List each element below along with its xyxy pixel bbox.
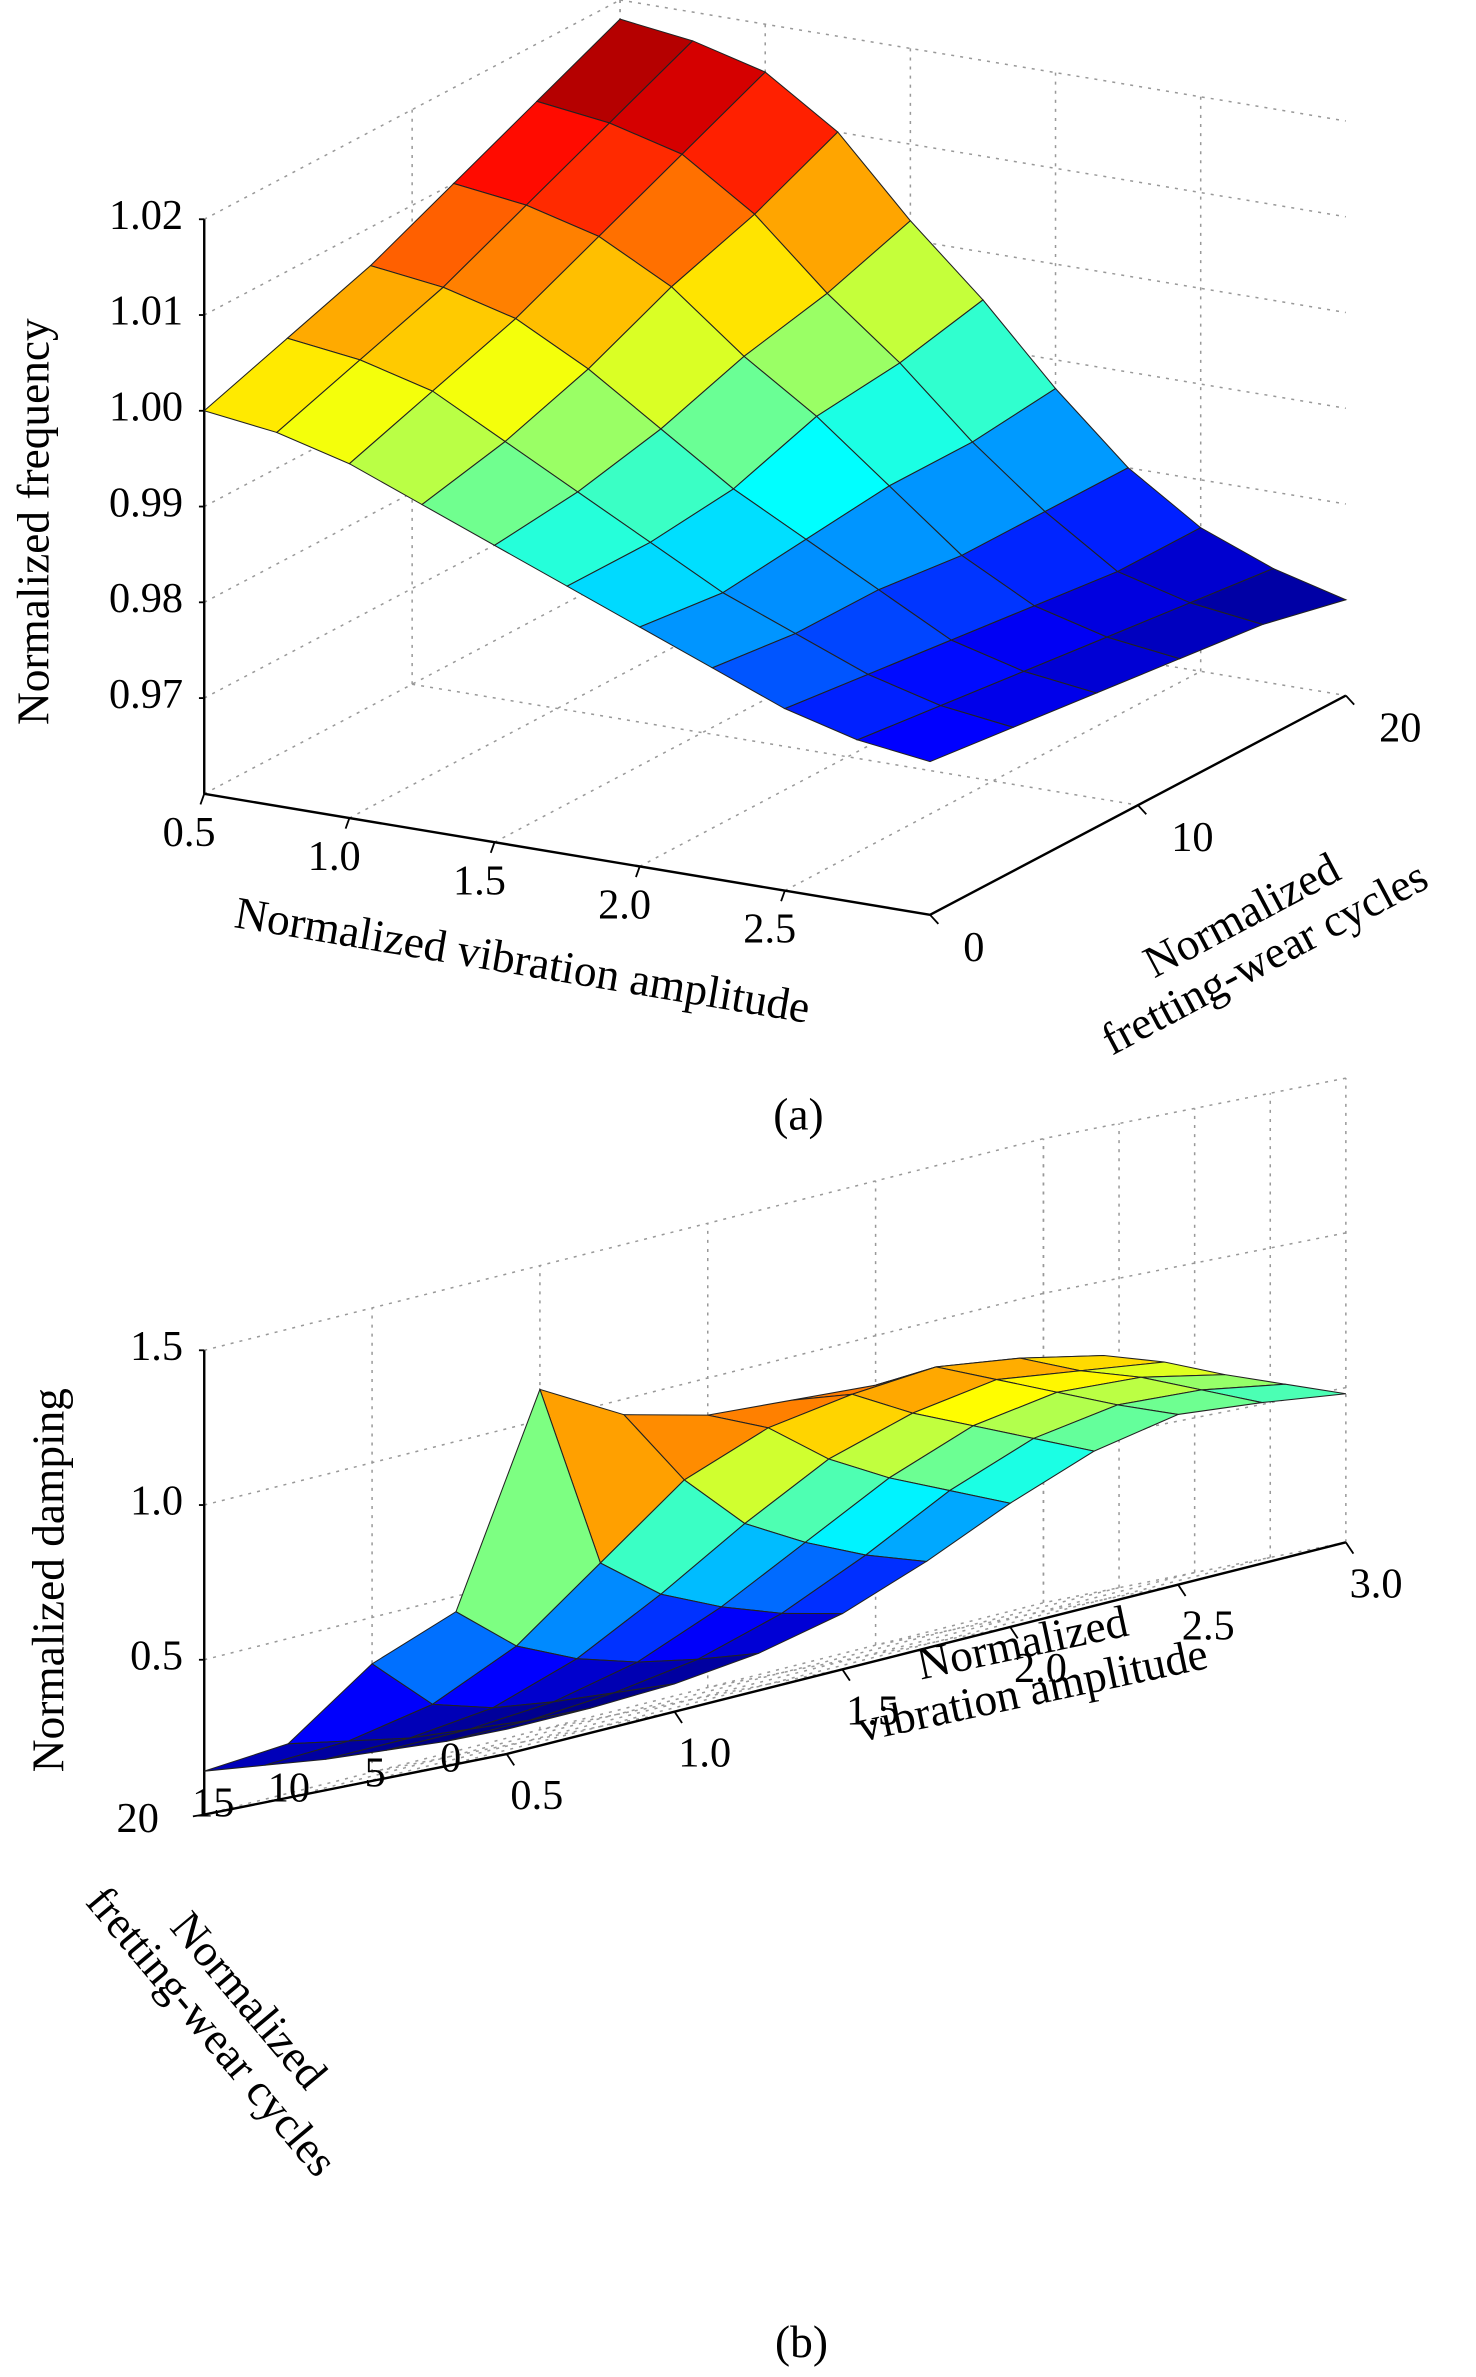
grid-line — [204, 1137, 1044, 1352]
x-tick — [489, 841, 496, 854]
x-tick — [673, 1711, 683, 1724]
surface-cell — [855, 705, 1015, 763]
y-tick — [1137, 804, 1147, 815]
y-tick — [495, 1753, 507, 1757]
x-tick-label: 0.5 — [163, 809, 216, 856]
y-tick — [268, 1798, 280, 1803]
zlabel-label: Normalized frequency — [8, 318, 58, 725]
surface-cell — [446, 1707, 591, 1742]
grid-line — [1043, 1541, 1347, 1604]
y-tick-label: 10 — [268, 1765, 310, 1812]
zlabel-label: Normalized damping — [23, 1388, 73, 1772]
caption: (b) — [775, 2317, 828, 2367]
grid-line — [371, 1710, 675, 1773]
z-tick-label: 1.00 — [109, 384, 183, 431]
y-tick-label: 20 — [1379, 705, 1421, 752]
y-tick-label: 5 — [365, 1749, 386, 1796]
y-tick-label: 20 — [117, 1795, 159, 1842]
z-tick-label: 0.98 — [109, 575, 183, 622]
y-tick — [343, 1783, 356, 1788]
z-tick-label: 0.97 — [109, 671, 183, 718]
y-tick-label: 0 — [440, 1734, 461, 1781]
x-tick — [1009, 1626, 1019, 1639]
x-tick-label: 0.5 — [510, 1772, 563, 1819]
x-tick — [635, 866, 641, 878]
x-tick-label: 1.5 — [846, 1687, 899, 1734]
y-tick-label: 15 — [192, 1780, 234, 1827]
x-tick — [780, 890, 786, 902]
x-tick — [344, 817, 351, 829]
grid-line — [203, 573, 621, 795]
grid-line — [875, 1583, 1179, 1646]
xlabel-label-text: Normalized vibration amplitude — [231, 887, 813, 1032]
zlabel-label-text: Normalized damping — [23, 1388, 73, 1772]
x-axis — [204, 792, 931, 917]
x-tick — [1345, 1541, 1355, 1555]
x-tick — [841, 1668, 851, 1682]
zlabel-label-text: Normalized frequency — [8, 318, 58, 725]
caption: (a) — [773, 1089, 823, 1139]
y-tick — [929, 914, 940, 925]
z-tick-label: 0.99 — [109, 479, 183, 526]
x-tick-label: 1.0 — [678, 1730, 731, 1777]
z-tick-label: 1.02 — [109, 192, 183, 239]
x-tick-label: 3.0 — [1350, 1560, 1403, 1607]
x-tick-label: 1.5 — [453, 857, 506, 904]
z-tick-label: 1.0 — [130, 1478, 183, 1525]
grid-line — [1043, 1232, 1347, 1295]
y-tick-label: 10 — [1171, 814, 1213, 861]
x-tick-label: 2.5 — [1182, 1603, 1235, 1650]
y-tick — [192, 1813, 205, 1818]
grid-line — [203, 0, 621, 220]
grid-line — [539, 1668, 843, 1731]
x-tick-label: 1.0 — [308, 833, 361, 880]
y-tick — [419, 1768, 432, 1772]
x-axis — [506, 1541, 1347, 1756]
z-tick-label: 0.5 — [130, 1632, 183, 1679]
x-tick — [199, 793, 206, 805]
grid-line — [784, 670, 1202, 892]
x-tick — [1177, 1584, 1187, 1597]
x-tick — [505, 1753, 515, 1766]
y-tick — [1345, 694, 1355, 706]
x-tick-label: 2.0 — [1014, 1645, 1067, 1692]
z-tick-label: 1.5 — [130, 1323, 183, 1370]
xlabel-label: Normalized vibration amplitude — [231, 887, 813, 1032]
grid-line — [707, 1626, 1011, 1689]
x-tick-label: 2.5 — [743, 906, 796, 953]
y-tick-label: 0 — [963, 924, 984, 971]
grid-line — [1043, 1077, 1347, 1140]
z-tick-label: 1.01 — [109, 288, 183, 335]
x-tick-label: 2.0 — [598, 881, 651, 928]
